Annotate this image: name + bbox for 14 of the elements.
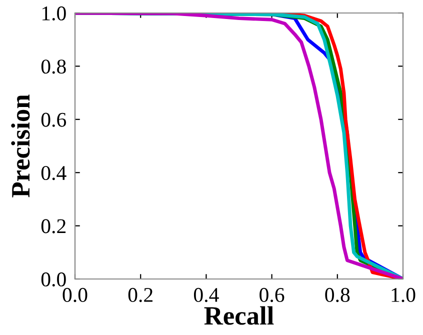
x-tick-label: 0.8 [325,288,350,302]
x-tick-label: 0.2 [128,288,152,302]
x-axis-title: Recall [204,306,274,325]
y-tick-label: 0.8 [41,60,66,74]
y-axis-title: Precision [11,94,30,198]
x-tick-label: 1.0 [392,288,416,302]
x-tick-label: 0.6 [260,288,284,302]
y-tick-label: 0.2 [41,219,66,234]
y-tick-label: 0.0 [41,272,66,287]
y-tick-label: 1.0 [42,6,66,21]
y-tick-label: 0.4 [41,166,66,180]
x-tick-label: 0.4 [194,288,219,302]
y-tick-label: 0.6 [41,112,66,127]
x-tick-label: 0.0 [62,288,88,302]
